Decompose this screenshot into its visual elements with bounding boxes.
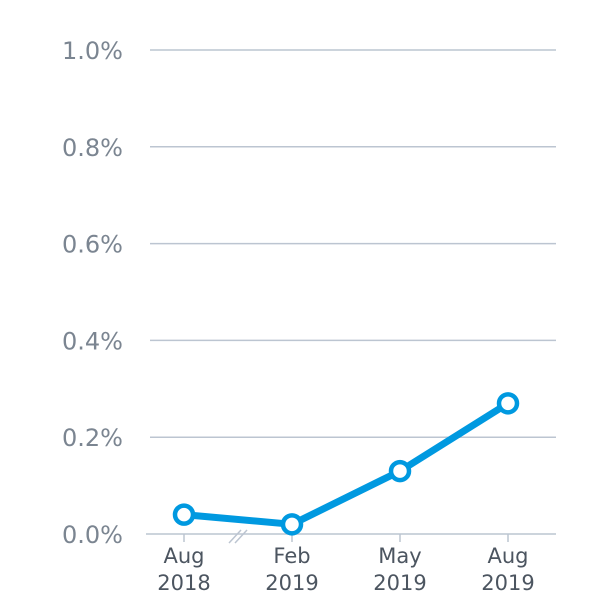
- data-point: [280, 513, 304, 536]
- x-tick-label-year: 2019: [373, 571, 426, 595]
- x-tick-label-year: 2019: [481, 571, 534, 595]
- data-point: [496, 392, 520, 415]
- y-tick-label: 0.0%: [62, 521, 123, 549]
- y-tick-label: 1.0%: [62, 37, 123, 65]
- y-tick-label: 0.8%: [62, 134, 123, 162]
- data-point: [172, 503, 196, 526]
- x-tick-label: May: [378, 544, 421, 568]
- y-tick-label: 0.6%: [62, 231, 123, 259]
- x-tick-label: Aug: [487, 544, 528, 568]
- x-tick-label: Aug: [163, 544, 204, 568]
- data-point: [388, 459, 412, 483]
- x-tick-label-year: 2018: [157, 571, 210, 595]
- y-tick-label: 0.2%: [62, 424, 123, 452]
- x-tick-label: Feb: [273, 544, 310, 568]
- x-tick-label-year: 2019: [265, 571, 318, 595]
- y-tick-label: 0.4%: [62, 327, 123, 355]
- series-line: [183, 400, 510, 528]
- axis-break-mark: [234, 529, 248, 544]
- axis-break-mark: [228, 529, 242, 544]
